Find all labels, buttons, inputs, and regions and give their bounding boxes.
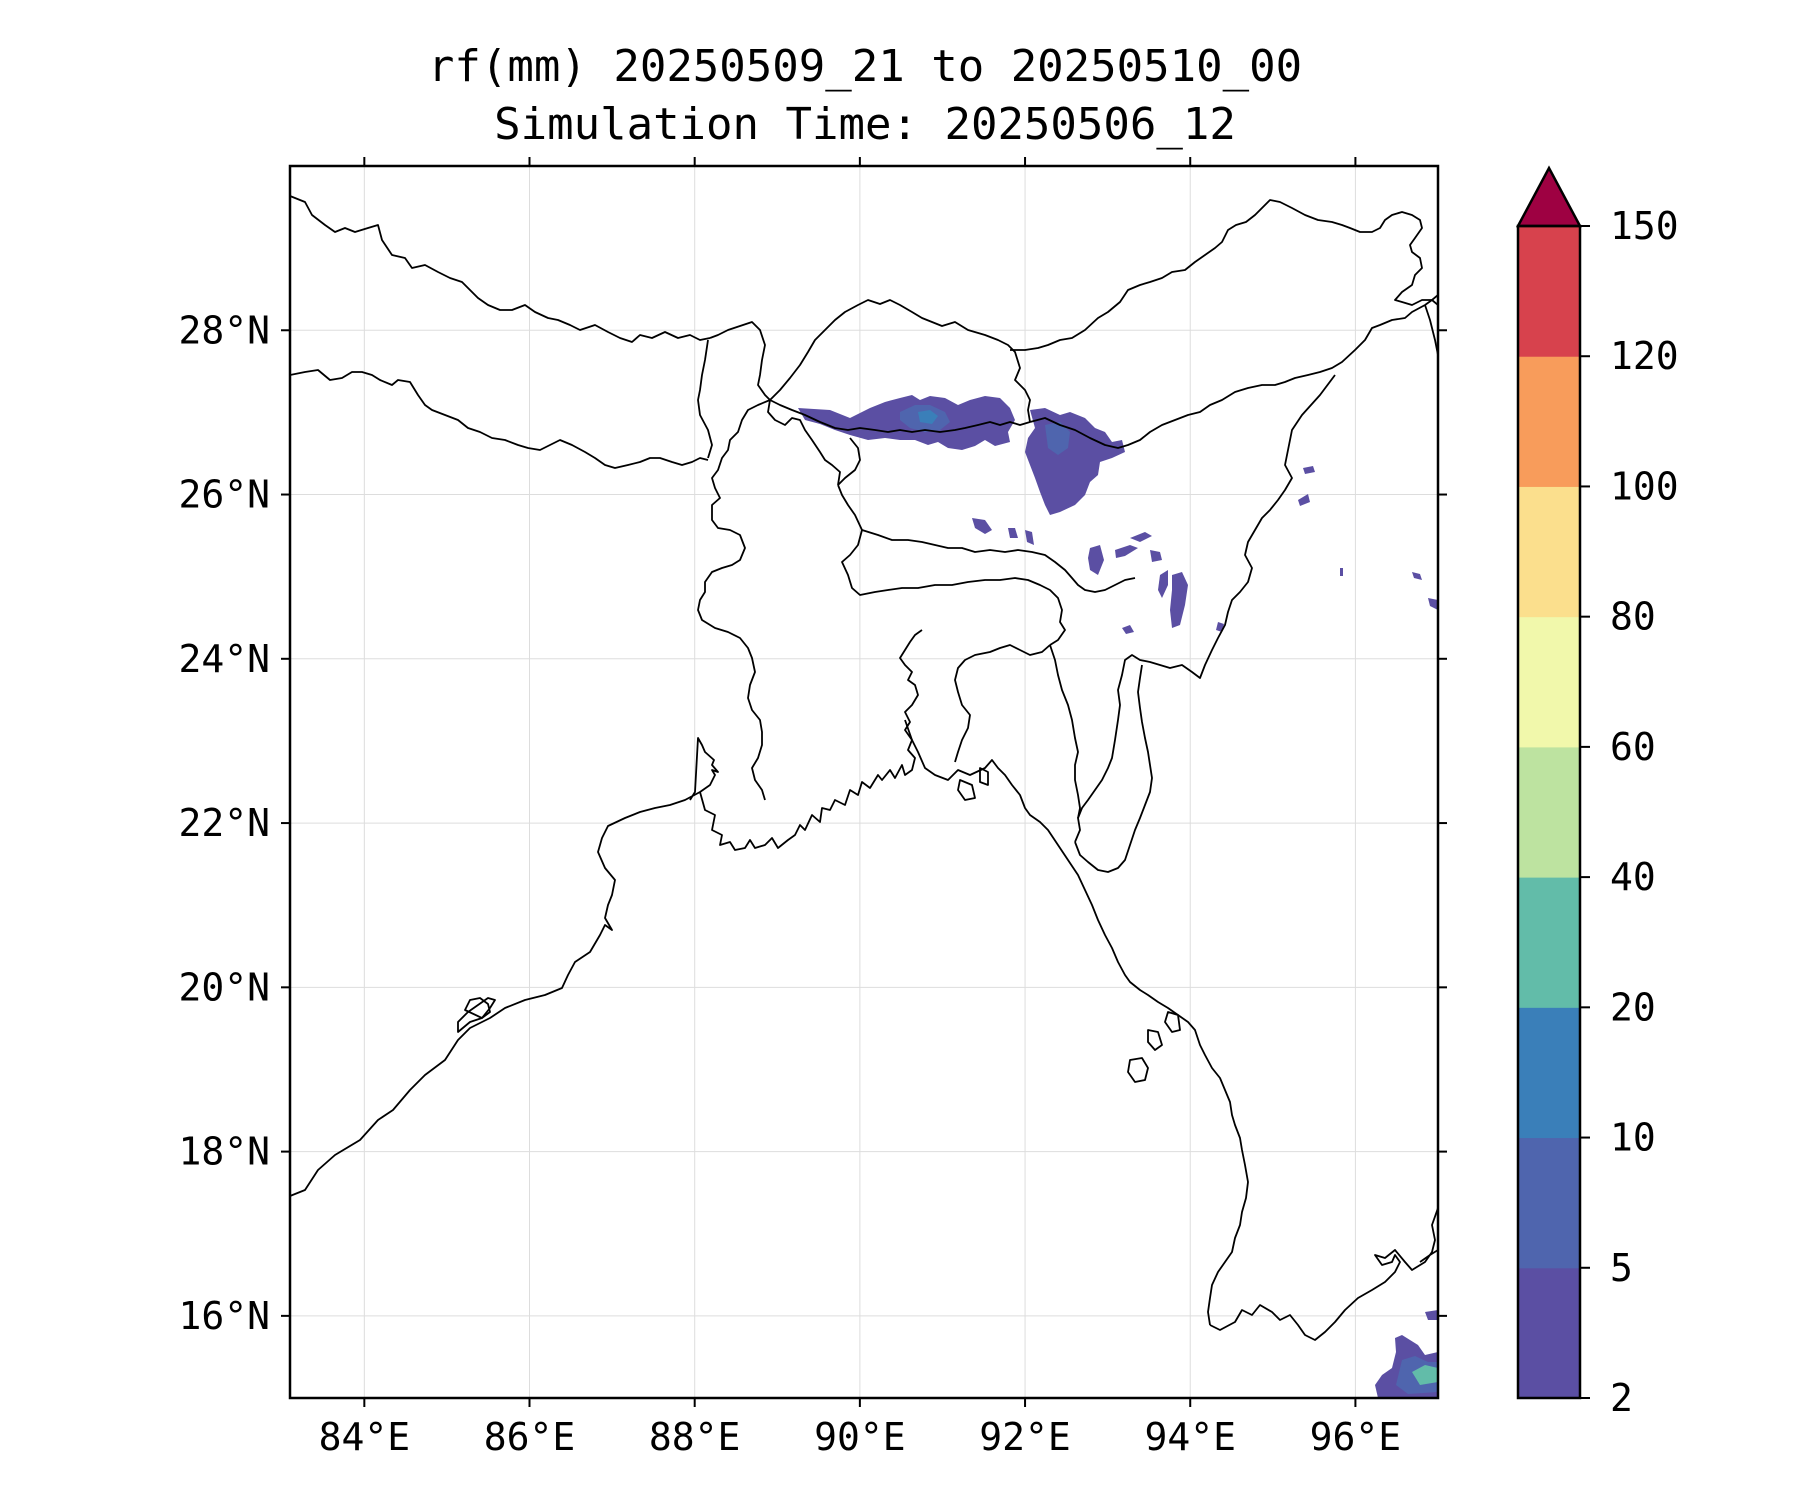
rain-patch-12 [1298,494,1310,506]
border-myanmar-north [1424,294,1438,356]
y-tick-label: 26°N [178,473,270,517]
map-layer [290,195,1438,1398]
border-meghalaya [861,529,1136,593]
colorbar-tick-label: 20 [1610,985,1656,1029]
border-bangladesh-west [697,399,841,801]
rain-patch-3 [1025,530,1034,545]
rain-patch-assam-core [1045,422,1070,455]
coastline-chilika [457,997,496,1033]
colorbar-segment [1518,877,1580,1008]
x-tick-label: 86°E [484,1415,576,1459]
colorbar-segment [1518,486,1580,618]
coastline-island-1 [1127,1057,1149,1083]
x-tick-label: 90°E [814,1415,906,1459]
colorbar-tick-label: 2 [1610,1376,1633,1420]
coastline-india-east [290,737,719,1197]
coastline-island-4 [957,779,976,801]
map-frame [288,164,1440,1400]
colorbar-tick-label: 80 [1610,595,1656,639]
x-tick-label: 94°E [1144,1415,1236,1459]
colorbar-frame [1516,224,1582,1400]
coastline-andaman-coast [1419,1249,1438,1263]
longitude-axis: 84°E 86°E 88°E 90°E 92°E 94°E 96°E [319,157,1402,1459]
border-mizoram [1074,664,1153,873]
border-bhutan-south [769,399,1031,433]
colorbar-segment [1518,356,1580,487]
rain-patch-14 [1428,598,1438,610]
colorbar-tick-label: 120 [1610,334,1679,378]
y-tick-label: 18°N [178,1130,270,1174]
border-india-myanmar [1074,374,1336,843]
latitude-axis: 16°N 18°N 20°N 22°N 24°N 26°N 28°N [178,308,1447,1338]
title-line-1: rf(mm) 20250509_21 to 20250510_00 [427,41,1303,92]
rain-patch-8 [1158,570,1168,598]
x-tick-label: 96°E [1310,1415,1402,1459]
colorbar-tick-label: 5 [1610,1246,1633,1290]
colorbar-tick-label: 100 [1610,464,1679,508]
y-tick-label: 24°N [178,637,270,681]
rain-patch-13 [1412,572,1422,580]
coastline-sundarbans [699,629,923,851]
border-bhutan [769,299,1031,423]
rain-patch-bhutan-peak [918,410,938,424]
coastline-myanmar-delta [1209,1207,1438,1341]
y-tick-label: 16°N [178,1294,270,1338]
rain-patch-south-peak [1412,1365,1438,1385]
x-tick-label: 88°E [649,1415,741,1459]
gridlines [290,166,1438,1398]
coastline-island-3 [1164,1011,1181,1033]
rain-patch-2 [1008,528,1018,538]
colorbar-segment [1518,1007,1580,1139]
colorbar-segment [1518,1267,1580,1399]
rain-patch-south-2 [1425,1310,1438,1320]
colorbar-tick-label: 150 [1610,204,1679,248]
rain-patch-6 [1130,532,1152,542]
colorbar: 2 5 10 20 40 60 80 100 120 150 [1515,165,1679,1420]
y-tick-label: 22°N [178,801,270,845]
colorbar-segment [1518,616,1580,748]
y-tick-label: 28°N [178,308,270,352]
border-tripura [954,644,1081,819]
border-nepal-east [697,339,713,459]
boundaries [290,195,1438,1341]
colorbar-tick-label: 10 [1610,1116,1656,1160]
title-line-2: Simulation Time: 20250506_12 [494,99,1236,150]
rain-patch-9 [1170,572,1188,628]
rain-patch-7 [1150,550,1162,562]
coastline-island-2 [1147,1029,1163,1051]
rainfall-field [798,395,1438,1398]
border-sikkim [709,321,771,401]
y-tick-label: 20°N [178,965,270,1009]
colorbar-segment [1518,226,1580,357]
rain-patch-15 [1340,568,1343,576]
coastline-bangladesh-east [904,719,1249,1326]
rain-patch-11 [1303,466,1315,474]
border-nepal-south [290,369,709,469]
border-arunachal-south [1029,304,1426,449]
coastline-island-5 [979,767,989,786]
colorbar-segment [1518,746,1580,878]
rain-patch-10 [1122,625,1134,634]
rain-patch-1 [972,518,992,534]
x-tick-label: 92°E [979,1415,1071,1459]
border-china-arunachal [1010,199,1438,351]
border-bangladesh-north [837,437,1066,646]
map-background [290,166,1438,1398]
colorbar-tick-label: 40 [1610,855,1656,899]
rain-patch-4 [1088,545,1104,575]
x-tick-label: 84°E [319,1415,411,1459]
colorbar-tick-label: 60 [1610,725,1656,769]
border-nepal-north [290,195,711,343]
colorbar-segment [1518,1137,1580,1269]
map-title: rf(mm) 20250509_21 to 20250510_00 Simula… [290,38,1440,154]
colorbar-extend-arrow [1515,165,1583,228]
rain-patch-5 [1115,545,1138,558]
